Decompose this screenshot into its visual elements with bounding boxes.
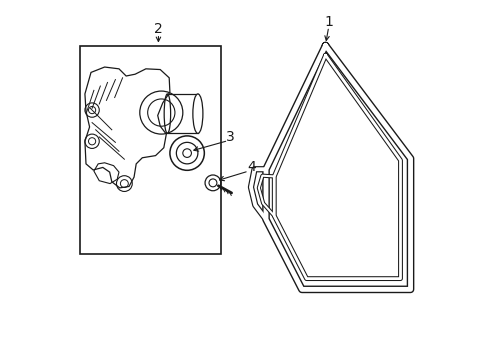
Bar bbox=[80, 45, 221, 253]
Text: 1: 1 bbox=[324, 15, 332, 29]
Text: 2: 2 bbox=[154, 22, 163, 36]
Text: 3: 3 bbox=[225, 130, 234, 144]
Text: 4: 4 bbox=[247, 161, 256, 175]
Ellipse shape bbox=[192, 94, 203, 134]
